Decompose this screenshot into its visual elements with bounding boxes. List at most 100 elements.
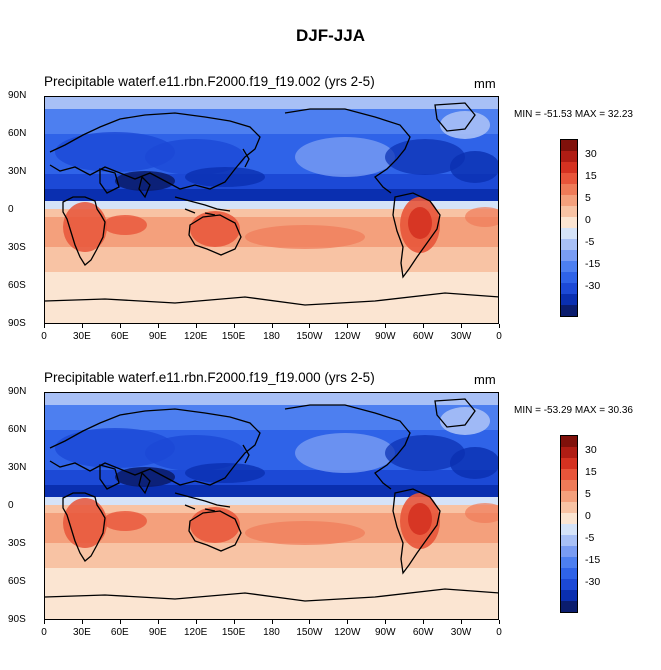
coastline bbox=[62, 492, 106, 562]
map-title: Precipitable waterf.e11.rbn.F2000.f19_f1… bbox=[44, 370, 375, 385]
lon-tick bbox=[271, 620, 273, 624]
lon-tick-label: 60E bbox=[110, 627, 129, 638]
coastline bbox=[434, 398, 476, 428]
map-plot bbox=[44, 392, 499, 620]
lon-tick-label: 150E bbox=[221, 627, 246, 638]
colorbar-swatch bbox=[561, 546, 577, 557]
lon-tick-label: 150E bbox=[221, 331, 246, 342]
colorbar-swatch bbox=[561, 294, 577, 305]
coastline bbox=[174, 196, 231, 216]
precipitable-water-map bbox=[45, 97, 498, 323]
colorbar-label: 0 bbox=[585, 214, 591, 226]
coastline bbox=[242, 148, 250, 168]
min-max-label: MIN = -51.53 MAX = 32.23 bbox=[514, 109, 633, 120]
colorbar-label: -15 bbox=[585, 258, 601, 270]
colorbar-label: 15 bbox=[585, 466, 597, 478]
units-label: mm bbox=[474, 76, 496, 91]
coastline bbox=[99, 168, 120, 194]
lat-tick-label: 30S bbox=[8, 538, 26, 549]
lon-tick bbox=[423, 324, 425, 328]
colorbar-swatch bbox=[561, 272, 577, 283]
lon-tick-label: 90W bbox=[374, 331, 396, 342]
lat-tick-label: 0 bbox=[8, 204, 14, 215]
colorbar-swatch bbox=[561, 447, 577, 458]
colorbar-swatch bbox=[561, 502, 577, 513]
map-plot bbox=[44, 96, 499, 324]
map-panel-bottom: Precipitable waterf.e11.rbn.F2000.f19_f1… bbox=[0, 370, 661, 670]
lon-tick-label: 60W bbox=[412, 331, 434, 342]
colorbar-swatch bbox=[561, 305, 577, 316]
figure-title: DJF-JJA bbox=[296, 26, 365, 45]
lon-tick bbox=[309, 324, 311, 328]
lon-tick-label: 120W bbox=[334, 331, 361, 342]
lon-tick-label: 0 bbox=[41, 627, 47, 638]
lon-tick bbox=[271, 324, 273, 328]
lon-tick-label: 30W bbox=[450, 331, 472, 342]
lat-tick-label: 30S bbox=[8, 242, 26, 253]
colorbar-swatch bbox=[561, 239, 577, 250]
map-panel-top: Precipitable waterf.e11.rbn.F2000.f19_f1… bbox=[0, 74, 661, 374]
lon-tick bbox=[461, 324, 463, 328]
lat-tick-label: 60N bbox=[8, 128, 27, 139]
lon-tick bbox=[81, 324, 83, 328]
lon-tick bbox=[499, 324, 500, 328]
colorbar-swatch bbox=[561, 283, 577, 294]
lon-tick-label: 60E bbox=[110, 331, 129, 342]
lat-tick-label: 90S bbox=[8, 614, 26, 625]
colorbar-swatch bbox=[561, 590, 577, 601]
coastline bbox=[284, 108, 411, 194]
lon-tick-label: 180 bbox=[263, 331, 280, 342]
lon-tick bbox=[309, 620, 311, 624]
lon-tick-label: 90W bbox=[374, 627, 396, 638]
colorbar-label: -5 bbox=[585, 236, 595, 248]
colorbar-label: 30 bbox=[585, 444, 597, 456]
colorbar-swatch bbox=[561, 568, 577, 579]
colorbar-swatch bbox=[561, 579, 577, 590]
lon-tick bbox=[195, 620, 197, 624]
lon-tick bbox=[423, 620, 425, 624]
colorbar-label: -15 bbox=[585, 554, 601, 566]
lon-tick bbox=[195, 324, 197, 328]
coastline bbox=[45, 292, 498, 306]
lon-tick-label: 0 bbox=[496, 331, 502, 342]
coastline bbox=[392, 488, 441, 575]
lon-tick bbox=[347, 620, 349, 624]
colorbar-swatch bbox=[561, 217, 577, 228]
colorbar-swatch bbox=[561, 261, 577, 272]
coastline bbox=[188, 214, 242, 256]
coastline bbox=[434, 102, 476, 132]
lon-tick-label: 150W bbox=[296, 627, 323, 638]
lon-tick-label: 120W bbox=[334, 627, 361, 638]
units-label: mm bbox=[474, 372, 496, 387]
colorbar-label: -5 bbox=[585, 532, 595, 544]
lat-tick-label: 0 bbox=[8, 500, 14, 511]
lon-tick-label: 150W bbox=[296, 331, 323, 342]
lon-tick-label: 90E bbox=[148, 331, 167, 342]
colorbar-swatch bbox=[561, 184, 577, 195]
lon-tick bbox=[233, 324, 235, 328]
lon-tick-label: 120E bbox=[183, 331, 208, 342]
lon-tick-label: 120E bbox=[183, 627, 208, 638]
colorbar-label: 5 bbox=[585, 488, 591, 500]
lon-tick bbox=[499, 620, 500, 624]
colorbar-swatch bbox=[561, 140, 577, 151]
lon-tick-label: 0 bbox=[41, 331, 47, 342]
lon-tick-label: 90E bbox=[148, 627, 167, 638]
colorbar-label: 30 bbox=[585, 148, 597, 160]
colorbar-swatch bbox=[561, 491, 577, 502]
colorbar-swatch bbox=[561, 601, 577, 612]
coastline bbox=[45, 588, 498, 602]
colorbar-swatch bbox=[561, 469, 577, 480]
colorbar-label: 15 bbox=[585, 170, 597, 182]
lon-tick bbox=[157, 620, 159, 624]
lon-tick-label: 60W bbox=[412, 627, 434, 638]
lon-tick bbox=[385, 324, 387, 328]
colorbar-swatch bbox=[561, 206, 577, 217]
colorbar-swatch bbox=[561, 480, 577, 491]
lon-tick bbox=[233, 620, 235, 624]
lon-tick bbox=[461, 620, 463, 624]
colorbar-swatch bbox=[561, 173, 577, 184]
lon-tick bbox=[44, 324, 45, 328]
lat-tick-label: 90N bbox=[8, 386, 27, 397]
colorbar-swatch bbox=[561, 195, 577, 206]
